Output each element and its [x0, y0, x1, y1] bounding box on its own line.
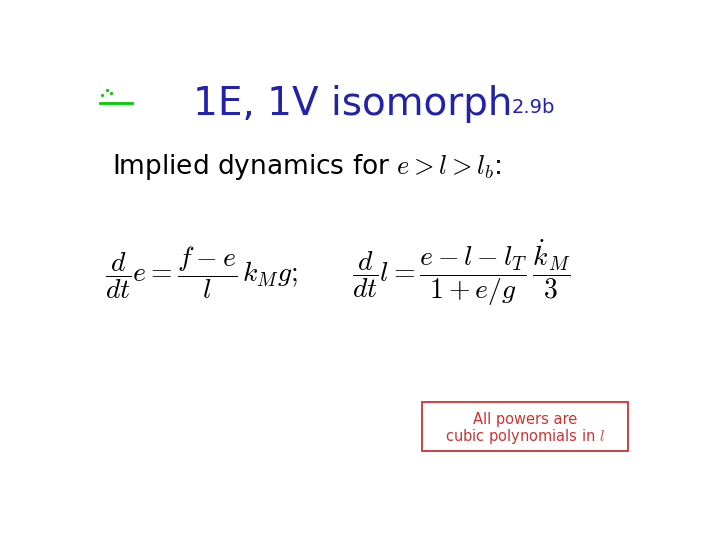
Text: $\dfrac{d}{dt}l = \dfrac{e - l - l_T}{1 + e/g}\,\dfrac{\dot{k}_{M}}{3}$: $\dfrac{d}{dt}l = \dfrac{e - l - l_T}{1 …	[352, 237, 570, 308]
Text: cubic polynomials in $l$: cubic polynomials in $l$	[445, 427, 606, 446]
Text: 2.9b: 2.9b	[511, 98, 554, 117]
FancyBboxPatch shape	[422, 402, 629, 451]
Text: All powers are: All powers are	[473, 412, 577, 427]
Text: Implied dynamics for $e > l > l_b$:: Implied dynamics for $e > l > l_b$:	[112, 152, 502, 181]
Text: $\dfrac{d}{dt}e = \dfrac{f - e}{l}\,k_{M}g;$: $\dfrac{d}{dt}e = \dfrac{f - e}{l}\,k_{M…	[105, 245, 298, 301]
Text: 1E, 1V isomorph: 1E, 1V isomorph	[192, 85, 512, 123]
